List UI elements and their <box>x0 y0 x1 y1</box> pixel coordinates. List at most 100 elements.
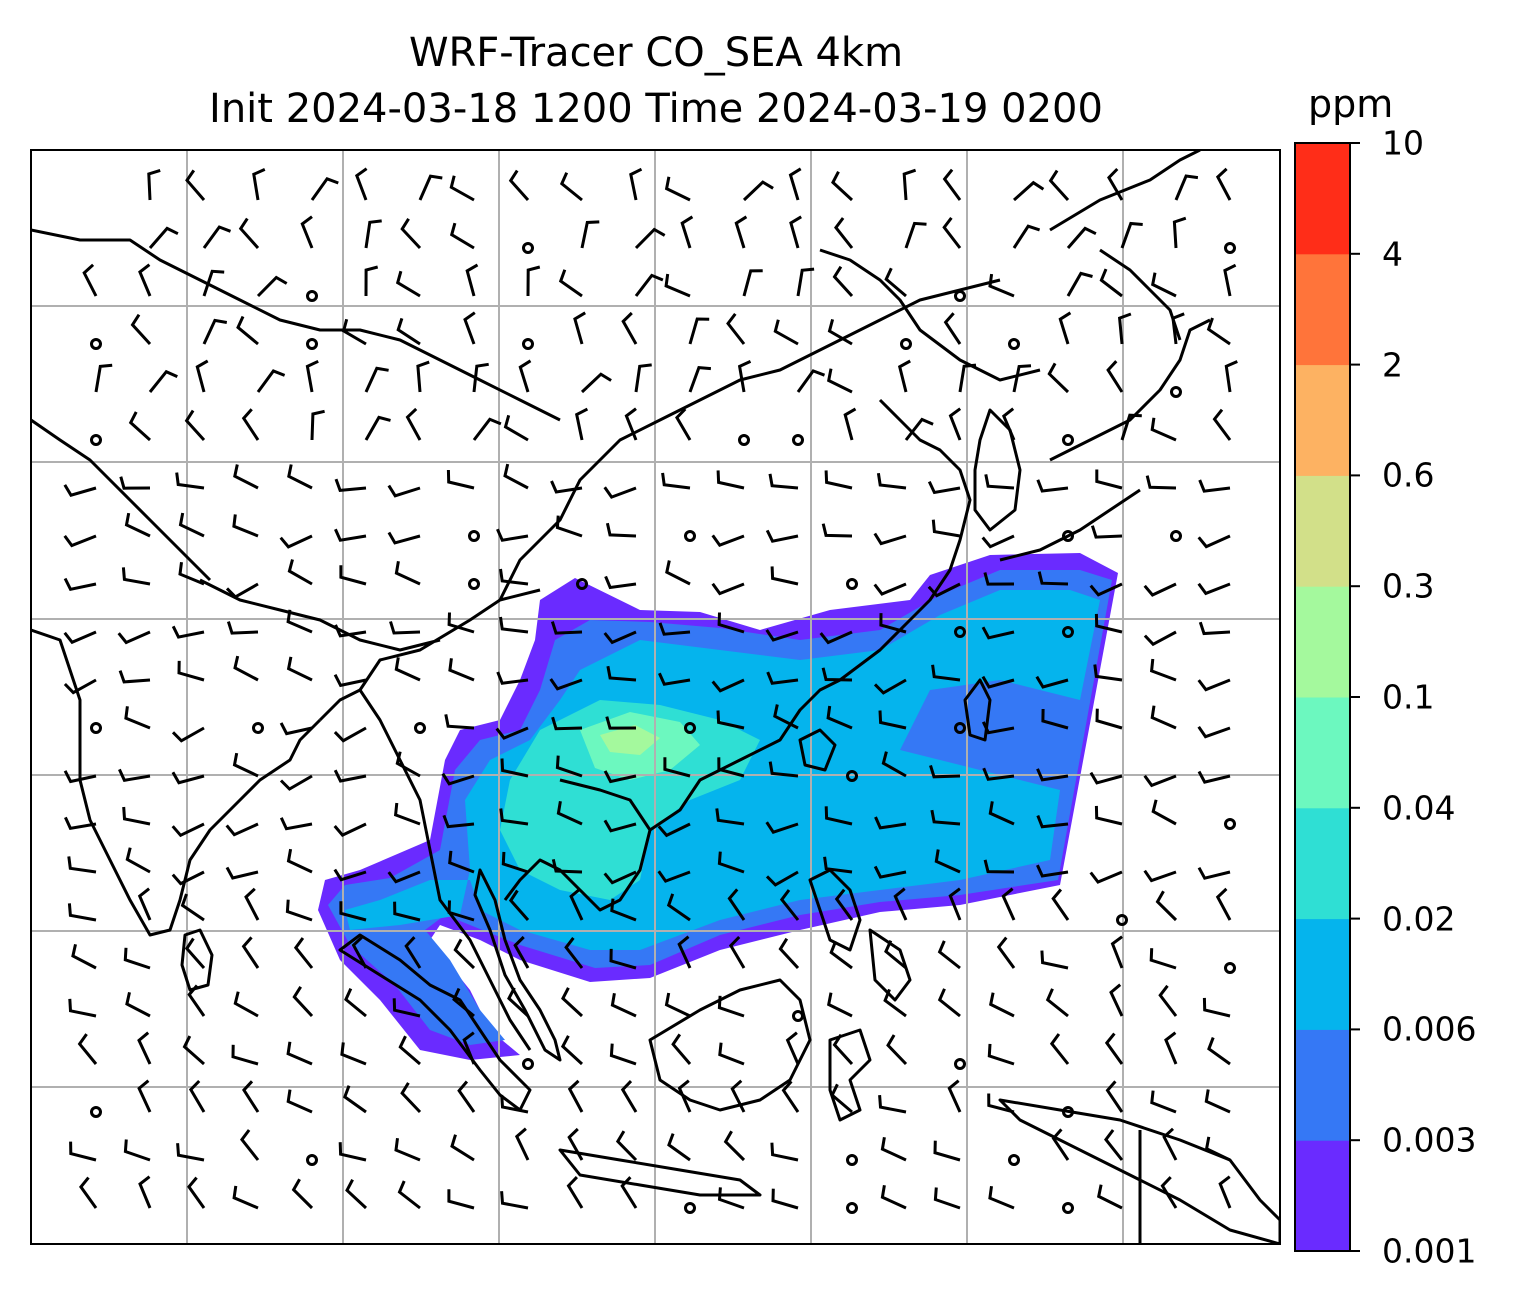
wind-barb <box>1066 271 1093 297</box>
wind-barb <box>658 672 691 686</box>
wind-barb <box>507 987 530 1018</box>
wind-barb <box>555 755 583 778</box>
bay-of-bengal-east-coast <box>318 688 532 1051</box>
wind-barb <box>444 714 475 730</box>
calm-wind-marker <box>1224 818 1236 830</box>
wind-barb <box>63 534 97 548</box>
wind-barb <box>603 630 637 645</box>
wind-barb <box>904 417 934 441</box>
wind-barb <box>148 226 179 249</box>
wind-barb <box>452 987 475 1018</box>
wind-barb <box>1094 613 1123 634</box>
wind-barb <box>449 175 475 202</box>
wind-barb <box>1145 475 1177 490</box>
wind-barb <box>1150 705 1177 730</box>
wind-barb <box>876 472 907 490</box>
wind-barb <box>233 655 259 682</box>
colorbar-segment <box>1295 1140 1350 1252</box>
wind-barb <box>819 630 853 645</box>
wind-barb <box>182 1035 205 1066</box>
wind-barb <box>500 758 529 778</box>
wind-barb <box>558 269 583 298</box>
calm-wind-marker <box>1116 914 1128 926</box>
wind-barb <box>734 215 748 249</box>
india-coast <box>31 628 322 937</box>
wind-barb <box>550 480 583 494</box>
wind-barb <box>286 609 313 634</box>
wind-barb <box>178 562 205 586</box>
wind-barb <box>768 473 799 490</box>
wind-barb <box>351 935 368 969</box>
wind-barb <box>658 622 691 636</box>
wind-barb <box>1117 312 1132 345</box>
calm-wind-marker <box>1062 1106 1074 1118</box>
wind-barb <box>680 215 694 249</box>
wind-barb <box>567 1127 584 1161</box>
wind-barb <box>1001 407 1016 441</box>
wind-barb <box>279 534 313 549</box>
wind-barb <box>448 850 475 874</box>
wind-barb <box>884 939 907 970</box>
wind-barb <box>629 167 643 201</box>
wind-barb <box>148 369 178 393</box>
calm-wind-marker <box>90 1106 102 1118</box>
java <box>558 1148 762 1197</box>
wind-barb <box>364 366 389 393</box>
wind-barb <box>202 269 225 297</box>
wind-barb <box>503 463 529 490</box>
wind-barb <box>657 870 691 883</box>
plume-layer-0-1 <box>600 725 660 755</box>
map-subtitle: Init 2024-03-18 1200 Time 2024-03-19 020… <box>209 86 1103 132</box>
wind-barb <box>514 1127 530 1161</box>
wind-barb <box>1197 770 1231 784</box>
colorbar-unit: ppm <box>1308 82 1394 126</box>
wind-barb <box>605 522 637 538</box>
wind-barb <box>171 726 205 743</box>
colorbar-segment <box>1295 475 1350 587</box>
wind-barb <box>1197 582 1231 596</box>
wind-barb <box>236 315 259 346</box>
border-1 <box>199 578 541 691</box>
wind-barb <box>508 169 530 201</box>
wind-barb <box>447 1189 475 1210</box>
wind-barb <box>988 801 1015 826</box>
wind-barb <box>569 887 584 921</box>
wind-barb <box>1107 167 1124 201</box>
wind-barb <box>1095 469 1123 490</box>
wind-barb <box>1215 167 1232 201</box>
wind-barb <box>394 561 421 586</box>
wind-barb <box>404 936 422 969</box>
wind-barb <box>1040 950 1069 970</box>
wind-barb <box>286 1041 313 1066</box>
calm-wind-marker <box>1170 530 1182 542</box>
wind-barb <box>785 1031 800 1065</box>
wind-barb <box>67 856 97 874</box>
wind-barb <box>843 407 857 441</box>
wind-barb <box>902 168 917 201</box>
wind-barb <box>796 369 826 393</box>
wind-barb <box>983 859 1015 874</box>
wind-barb <box>904 221 927 249</box>
wind-barb <box>232 752 259 778</box>
japan <box>999 318 1211 562</box>
wind-barb <box>231 1044 259 1066</box>
calm-wind-marker <box>1062 626 1074 638</box>
calm-wind-marker <box>1062 434 1074 446</box>
wind-barb <box>897 359 911 393</box>
colorbar-tick-label: 0.02 <box>1382 899 1456 939</box>
wind-barb <box>124 706 151 730</box>
wind-barb <box>124 512 151 538</box>
calm-wind-marker <box>846 578 858 590</box>
wind-barb <box>943 312 962 345</box>
wind-barb <box>1096 1184 1123 1210</box>
wind-barb <box>796 267 815 297</box>
wind-barb <box>293 937 314 969</box>
wind-barb <box>603 870 637 885</box>
gridlines <box>31 150 1280 1244</box>
wind-barb <box>300 215 314 249</box>
wind-barb <box>67 903 97 922</box>
wind-barb <box>508 889 530 921</box>
wind-barb <box>768 761 799 778</box>
tracer-concentration-field <box>318 553 1118 1060</box>
